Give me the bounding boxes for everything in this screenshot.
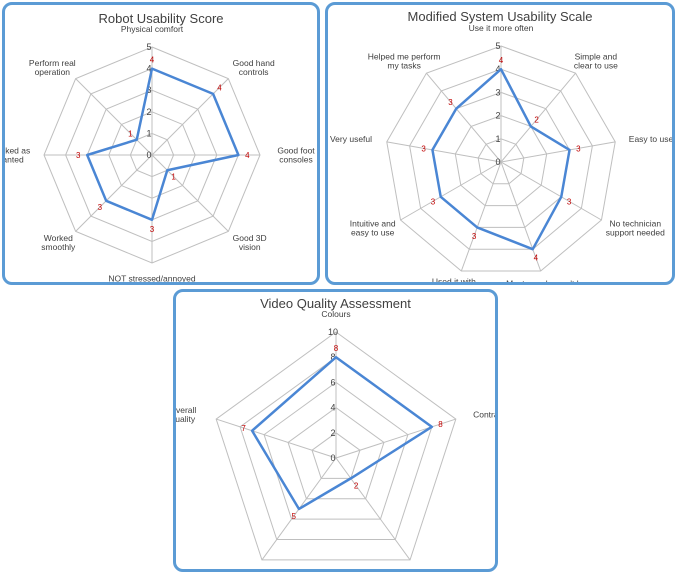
axis-spoke — [500, 161, 542, 272]
tick-label: 3 — [495, 87, 500, 97]
data-label: 7 — [241, 424, 246, 433]
tick-label: 8 — [330, 352, 335, 362]
data-label: 5 — [291, 512, 296, 521]
category-label: Overallquality — [176, 405, 196, 424]
axis-spoke — [460, 161, 502, 272]
category-label: Perform real operation — [29, 58, 76, 77]
category-label: Use it more often — [469, 23, 534, 33]
data-label: 8 — [334, 344, 339, 353]
axis-spoke — [216, 418, 337, 459]
data-label: 3 — [576, 144, 581, 153]
tick-label: 4 — [330, 403, 335, 413]
data-label: 3 — [76, 151, 81, 160]
category-label: NOT stressed/annoyedby instrument — [108, 274, 196, 283]
category-label: Helped me perform my tasks — [368, 51, 441, 70]
data-label: 3 — [431, 197, 436, 206]
axis-spoke — [335, 457, 411, 561]
data-label: 2 — [354, 482, 359, 491]
tick-label: 4 — [495, 64, 500, 74]
category-label: Very useful — [330, 134, 372, 144]
grid-ring — [215, 331, 457, 561]
axis-spoke — [426, 72, 502, 163]
radar-chart-system-usability: 0 1 2 3 4 5 4 2 3 3 4 3 3 3 3 Use it more often Simple a… — [330, 23, 672, 282]
data-label: 3 — [150, 225, 155, 234]
category-label: Easy to use — [629, 134, 672, 144]
category-label: Intuitive and easy to use — [350, 219, 396, 238]
data-label: 3 — [448, 98, 453, 107]
grid-ring — [263, 381, 409, 520]
tick-label: 3 — [146, 85, 151, 95]
category-label: Most people won't beable to use it in no… — [502, 279, 590, 282]
category-label: Good 3D vision — [233, 233, 267, 252]
axis-spoke — [151, 78, 229, 156]
tick-label: 5 — [146, 42, 151, 52]
robot-usability-panel: Robot Usability Score 0 1 2 3 4 5 4 4 4 1 3 3 3 1 Phys… — [2, 2, 320, 285]
series-line — [85, 67, 240, 222]
tick-label: 2 — [330, 428, 335, 438]
category-label: Physical comfort — [121, 24, 184, 34]
grid-ring — [454, 115, 548, 207]
axis-spoke — [400, 161, 502, 221]
category-label: Used it withconfidence — [432, 277, 476, 282]
grid-ring — [477, 138, 525, 185]
series-line — [250, 355, 434, 511]
video-quality-panel: Video Quality Assessment 0 2 4 6 8 10 8 8 2 5 7 Col… — [173, 289, 498, 572]
axis-spoke — [500, 161, 602, 221]
tick-label: 0 — [146, 150, 151, 160]
data-label: 2 — [534, 116, 539, 125]
series-line — [431, 67, 571, 251]
category-label: Good hand controls — [233, 58, 275, 77]
tick-label: 2 — [146, 107, 151, 117]
category-label: Worked smoothly — [41, 233, 76, 252]
grid-ring — [409, 68, 593, 250]
data-label: 3 — [98, 203, 103, 212]
category-label: Worked aswanted — [5, 146, 30, 165]
tick-label: 2 — [495, 111, 500, 121]
axis-spoke — [335, 418, 456, 459]
data-label: 3 — [421, 144, 426, 153]
chart-title: Modified System Usability Scale — [407, 9, 593, 24]
data-label: 1 — [171, 173, 176, 182]
category-label: Simple and clear to use — [574, 51, 618, 70]
axis-spoke — [500, 141, 616, 163]
chart-title: Video Quality Assessment — [260, 296, 411, 311]
data-label: 4 — [499, 56, 504, 65]
axis-spoke — [386, 141, 502, 163]
tick-label: 0 — [330, 453, 335, 463]
tick-label: 4 — [146, 64, 151, 74]
tick-label: 10 — [328, 327, 338, 337]
axis-spoke — [151, 154, 229, 232]
tick-label: 1 — [495, 134, 500, 144]
system-usability-panel: Modified System Usability Scale 0 1 2 3 4 5 4 2… — [325, 2, 675, 285]
chart-title: Robot Usability Score — [98, 11, 224, 26]
category-label: No technician support needed — [606, 219, 665, 238]
category-label: Colours — [321, 309, 350, 319]
tick-label: 1 — [146, 128, 151, 138]
grid-ring — [311, 432, 361, 479]
tick-label: 5 — [495, 41, 500, 51]
tick-label: 0 — [495, 157, 500, 167]
data-label: 8 — [438, 420, 443, 429]
data-label: 3 — [567, 197, 572, 206]
category-label: Good foot consoles — [277, 146, 315, 165]
data-label: 4 — [245, 151, 250, 160]
tick-label: 6 — [330, 377, 335, 387]
axis-spoke — [75, 78, 153, 156]
axis-spoke — [500, 72, 576, 163]
axis-spoke — [75, 154, 153, 232]
data-label: 1 — [128, 129, 133, 138]
radar-chart-video-quality: 024681088257ColoursContrast3D (relief)Te… — [176, 309, 495, 561]
data-label: 4 — [150, 56, 155, 65]
data-label: 4 — [534, 254, 539, 263]
data-label: 3 — [472, 232, 477, 241]
data-label: 4 — [217, 84, 222, 93]
grid-ring — [386, 45, 616, 272]
category-label: Contrast — [473, 410, 495, 420]
grid-ring — [287, 406, 385, 500]
